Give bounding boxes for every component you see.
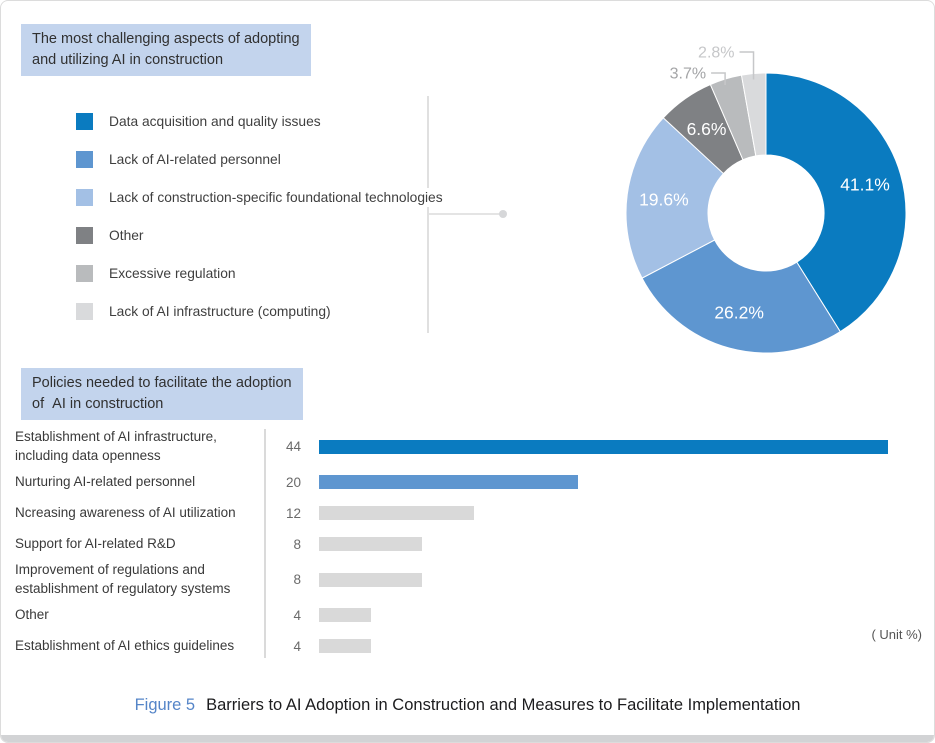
donut-slice-0 bbox=[765, 72, 907, 333]
bar-rows: Establishment of AI infrastructure, incl… bbox=[15, 428, 905, 661]
bottom-border-strip bbox=[1, 735, 934, 742]
legend-swatch-icon bbox=[76, 265, 93, 282]
legend-item-2: Lack of construction-specific foundation… bbox=[76, 188, 447, 207]
bar-value-label: 44 bbox=[285, 439, 301, 455]
bar-value-label: 20 bbox=[285, 474, 301, 490]
bar-track bbox=[319, 506, 888, 521]
bar-value-label: 8 bbox=[293, 536, 301, 552]
bar-category-label: Establishment of AI infrastructure, incl… bbox=[15, 429, 217, 463]
bar-section-title: Policies needed to facilitate the adopti… bbox=[21, 368, 303, 421]
bar-value-label: 4 bbox=[293, 638, 301, 654]
legend-item-4: Excessive regulation bbox=[76, 264, 447, 283]
donut-slice-5 bbox=[740, 72, 767, 157]
donut-slice-label-5: 2.8% bbox=[698, 45, 734, 62]
figure-caption: Figure 5 Barriers to AI Adoption in Const… bbox=[1, 696, 934, 715]
legend-swatch-icon bbox=[76, 189, 93, 206]
legend-divider-line bbox=[427, 96, 429, 333]
bar-category-label: Ncreasing awareness of AI utilization bbox=[15, 504, 236, 520]
figure-number: Figure 5 bbox=[134, 696, 196, 714]
bar-category-label: Support for AI-related R&D bbox=[15, 535, 176, 551]
bar-chart-divider-line bbox=[264, 429, 266, 658]
legend-item-1: Lack of AI-related personnel bbox=[76, 150, 447, 169]
bar-track bbox=[319, 608, 888, 623]
bar-row-0: Establishment of AI infrastructure, incl… bbox=[15, 428, 905, 466]
legend-item-5: Lack of AI infrastructure (computing) bbox=[76, 302, 447, 321]
bar-category-label: Nurturing AI-related personnel bbox=[15, 473, 196, 489]
bar-track bbox=[319, 537, 888, 552]
donut-section-title-line2: and utilizing AI in construction bbox=[32, 51, 224, 68]
bar-category-label: Establishment of AI ethics guidelines bbox=[15, 637, 235, 653]
unit-label: ( Unit %) bbox=[871, 627, 922, 642]
bar-row-4: Improvement of regulations and establish… bbox=[15, 561, 905, 599]
donut-slice-label-1: 26.2% bbox=[714, 302, 764, 322]
donut-label-leader-line bbox=[739, 51, 755, 80]
donut-section-title: The most challenging aspects of adopting… bbox=[21, 24, 311, 77]
legend-item-label: Lack of construction-specific foundation… bbox=[109, 188, 447, 207]
donut-slice-label-4: 3.7% bbox=[670, 66, 706, 83]
donut-chart-svg: 41.1% 26.2% 19.6% 6.6% 3.7% 2.8% bbox=[625, 45, 907, 354]
donut-section-title-line1: The most challenging aspects of adopting bbox=[32, 31, 300, 47]
legend-item-label: Lack of AI infrastructure (computing) bbox=[109, 302, 335, 321]
bar bbox=[319, 475, 578, 490]
bar-section-title-line2: of AI in construction bbox=[32, 395, 164, 412]
donut-label-leader-line bbox=[711, 72, 726, 86]
bar-category-label: Other bbox=[15, 606, 49, 622]
bar-chart: Establishment of AI infrastructure, incl… bbox=[15, 428, 905, 663]
legend-item-3: Other bbox=[76, 226, 447, 245]
bar-value-label: 4 bbox=[293, 607, 301, 623]
bar-value-label: 12 bbox=[285, 505, 301, 521]
bar-value-label: 8 bbox=[293, 572, 301, 588]
bar bbox=[319, 639, 371, 654]
donut-legend: Data acquisition and quality issues Lack … bbox=[76, 112, 447, 341]
bar-section-title-line1: Policies needed to facilitate the adopti… bbox=[32, 375, 292, 391]
legend-item-label: Other bbox=[109, 226, 148, 245]
bar-row-5: Other 4 bbox=[15, 601, 905, 630]
legend-item-label: Data acquisition and quality issues bbox=[109, 112, 325, 131]
legend-swatch-icon bbox=[76, 227, 93, 244]
bar-category-label: Improvement of regulations and establish… bbox=[15, 561, 231, 596]
donut-slice-1 bbox=[641, 239, 841, 354]
legend-item-label: Lack of AI-related personnel bbox=[109, 150, 285, 169]
legend-item-0: Data acquisition and quality issues bbox=[76, 112, 447, 131]
donut-slice-label-0: 41.1% bbox=[840, 175, 890, 195]
bar bbox=[319, 572, 423, 587]
legend-item-label: Excessive regulation bbox=[109, 264, 240, 283]
donut-slice-label-2: 19.6% bbox=[639, 189, 689, 209]
figure-caption-text: Barriers to AI Adoption in Construction … bbox=[206, 696, 801, 714]
bar-track bbox=[319, 439, 888, 454]
connector-line bbox=[429, 213, 500, 215]
donut-slice-label-3: 6.6% bbox=[687, 119, 727, 139]
donut-chart: 41.1% 26.2% 19.6% 6.6% 3.7% 2.8% bbox=[596, 43, 934, 383]
legend-swatch-icon bbox=[76, 303, 93, 320]
legend-swatch-icon bbox=[76, 113, 93, 130]
bar bbox=[319, 506, 475, 521]
bar bbox=[319, 439, 888, 454]
bar-row-3: Support for AI-related R&D 8 bbox=[15, 530, 905, 559]
bar bbox=[319, 537, 423, 552]
bar bbox=[319, 608, 371, 623]
bar-row-1: Nurturing AI-related personnel 20 bbox=[15, 468, 905, 497]
bar-track bbox=[319, 475, 888, 490]
bar-track bbox=[319, 639, 888, 654]
connector-dot-icon bbox=[499, 210, 507, 218]
donut-slice-2 bbox=[625, 117, 725, 279]
bar-track bbox=[319, 572, 888, 587]
bar-row-2: Ncreasing awareness of AI utilization 12 bbox=[15, 499, 905, 528]
legend-swatch-icon bbox=[76, 151, 93, 168]
bar-row-6: Establishment of AI ethics guidelines 4 bbox=[15, 632, 905, 661]
